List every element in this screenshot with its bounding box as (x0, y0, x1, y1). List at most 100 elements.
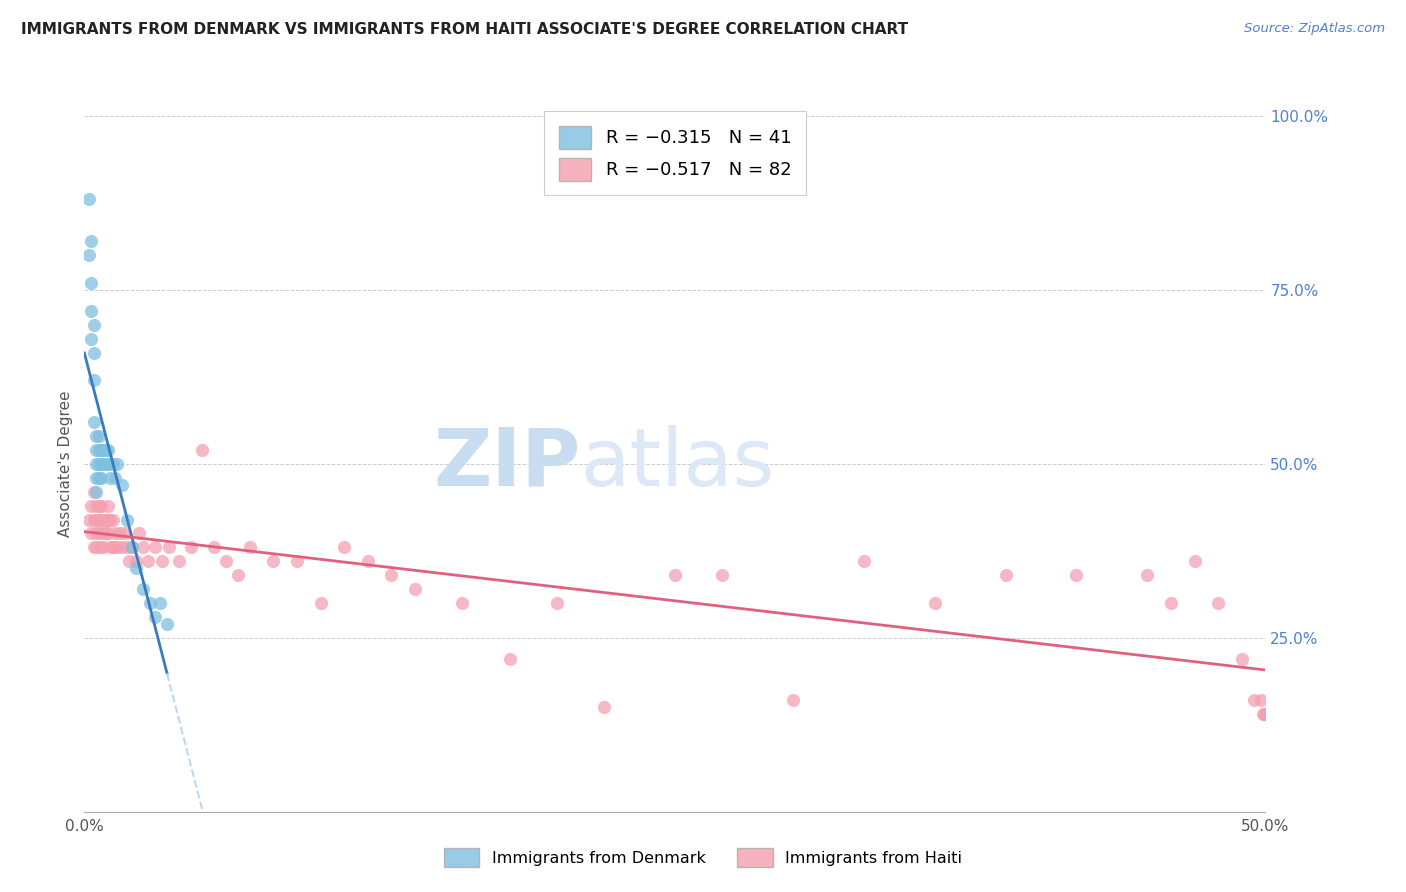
Point (84, 442, 107, 457)
Point (333, 541, 356, 555)
Legend: R = −0.315   N = 41, R = −0.517   N = 82: R = −0.315 N = 41, R = −0.517 N = 82 (544, 112, 806, 195)
Point (1254, 707, 1277, 722)
Point (1251, 707, 1274, 722)
Point (90, 499, 112, 513)
Point (84, 526, 107, 541)
Text: IMMIGRANTS FROM DENMARK VS IMMIGRANTS FROM HAITI ASSOCIATE'S DEGREE CORRELATION : IMMIGRANTS FROM DENMARK VS IMMIGRANTS FR… (21, 22, 908, 37)
Point (94, 457, 117, 471)
Point (157, 541, 180, 555)
Point (77, 193, 100, 207)
Point (136, 554, 159, 568)
Point (202, 541, 225, 555)
Point (84, 541, 107, 555)
Point (150, 554, 173, 568)
Text: Source: ZipAtlas.com: Source: ZipAtlas.com (1244, 22, 1385, 36)
Point (782, 693, 804, 707)
Point (83, 512, 105, 526)
Point (156, 616, 179, 631)
Point (83, 484, 105, 499)
Point (1243, 693, 1265, 707)
Point (80, 526, 103, 541)
Point (498, 651, 520, 665)
Point (357, 554, 380, 568)
Point (215, 554, 238, 568)
Point (80, 276, 103, 290)
Point (84, 484, 107, 499)
Point (239, 541, 262, 555)
Legend: Immigrants from Denmark, Immigrants from Haiti: Immigrants from Denmark, Immigrants from… (436, 839, 970, 875)
Point (87, 499, 110, 513)
Point (104, 541, 127, 555)
Y-axis label: Associate's Degree: Associate's Degree (58, 391, 73, 537)
Point (128, 526, 150, 541)
Point (80, 303, 103, 318)
Point (111, 541, 134, 555)
Point (87, 526, 110, 541)
Point (91, 526, 114, 541)
Point (90, 541, 112, 555)
Point (852, 554, 875, 568)
Point (77, 248, 100, 262)
Point (94, 526, 117, 541)
Point (84, 512, 107, 526)
Point (90, 512, 112, 526)
Point (91, 512, 114, 526)
Point (101, 457, 124, 471)
Point (98, 512, 121, 526)
Point (101, 541, 124, 555)
Point (84, 471, 107, 485)
Point (125, 554, 148, 568)
Point (451, 596, 474, 610)
Text: ZIP: ZIP (433, 425, 581, 503)
Point (404, 582, 426, 596)
Point (309, 596, 332, 610)
Point (1254, 707, 1277, 722)
Point (1254, 707, 1277, 722)
Point (1160, 596, 1182, 610)
Point (380, 568, 402, 582)
Point (84, 429, 107, 443)
Point (94, 512, 117, 526)
Point (80, 332, 103, 346)
Point (1136, 568, 1159, 582)
Point (87, 457, 110, 471)
Point (114, 526, 136, 541)
Point (83, 345, 105, 359)
Point (1254, 707, 1277, 722)
Point (91, 457, 114, 471)
Point (132, 541, 155, 555)
Point (94, 442, 117, 457)
Point (262, 554, 284, 568)
Point (87, 429, 110, 443)
Point (97, 526, 120, 541)
Point (143, 610, 166, 624)
Point (191, 442, 214, 457)
Point (167, 554, 190, 568)
Point (132, 582, 155, 596)
Point (121, 541, 143, 555)
Point (83, 415, 105, 429)
Point (77, 512, 100, 526)
Point (180, 541, 202, 555)
Point (90, 457, 112, 471)
Point (87, 471, 110, 485)
Point (91, 541, 114, 555)
Point (125, 561, 148, 575)
Point (91, 442, 114, 457)
Point (104, 471, 127, 485)
Point (115, 512, 138, 526)
Point (98, 541, 121, 555)
Point (664, 568, 686, 582)
Point (111, 477, 134, 491)
Point (97, 499, 120, 513)
Point (115, 541, 138, 555)
Point (104, 526, 127, 541)
Point (924, 596, 946, 610)
Point (1230, 651, 1253, 665)
Point (139, 596, 162, 610)
Point (90, 442, 112, 457)
Point (84, 499, 107, 513)
Point (118, 554, 141, 568)
Point (285, 554, 308, 568)
Point (84, 457, 107, 471)
